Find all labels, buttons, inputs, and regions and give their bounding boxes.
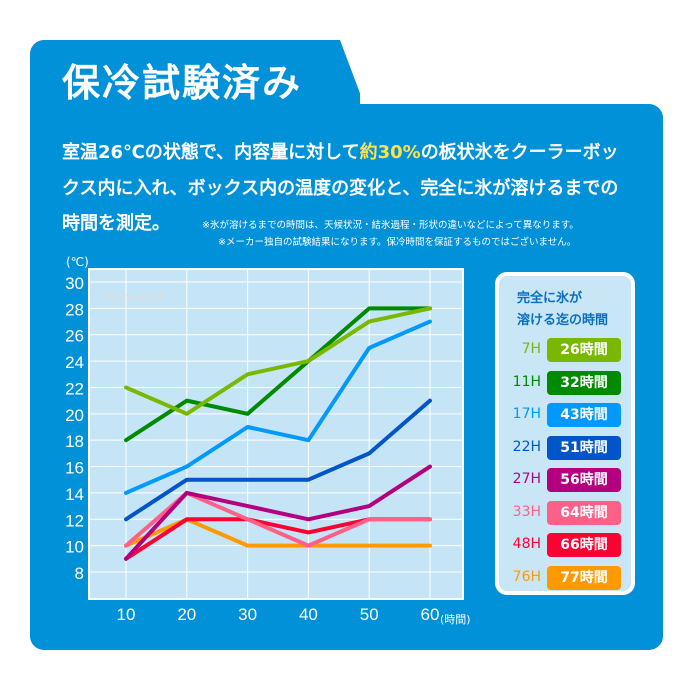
legend-series-name: 48H (512, 536, 541, 552)
note-2: ※メーカー独自の試験結果になります。保冷時間を保証するものではございません。 (218, 237, 577, 248)
y-tick-label: 8 (75, 564, 84, 583)
y-tick-label: 20 (65, 406, 84, 425)
legend-item: 33H 64時間 (499, 500, 631, 525)
legend-duration-badge: 66時間 (547, 533, 621, 557)
legend-series-name: 27H (512, 471, 541, 487)
x-tick-label: 50 (360, 605, 379, 624)
legend-series-name: 11H (512, 373, 541, 390)
y-tick-label: 24 (65, 353, 84, 372)
legend-duration-badge: 26時間 (547, 338, 621, 362)
legend-item: 48H 66時間 (499, 533, 631, 557)
desc-text: の板状氷をクーラーボッ (420, 142, 619, 163)
legend-heading-2: 溶ける迄の時間 (517, 313, 609, 328)
note-1: ※氷が溶けるまでの時間は、天候状況・結氷過程・形状の違いなどによって異なります。 (202, 220, 579, 231)
y-tick-label: 22 (65, 379, 84, 398)
x-tick-label: 40 (299, 605, 318, 624)
x-tick-label: 60 (421, 605, 440, 624)
legend-duration-badge: 64時間 (547, 500, 621, 525)
legend-duration-badge: 56時間 (547, 468, 621, 492)
legend-series-name: 76H (512, 568, 541, 585)
y-tick-label: 26 (65, 327, 84, 346)
series-line-17H (124, 319, 432, 495)
y-tick-label: 30 (65, 274, 84, 293)
description-line-2: クス内に入れ、ボックス内の温度の変化と、完全に氷が溶けるまでの (62, 178, 619, 199)
series-line-11H (124, 306, 432, 443)
legend-item: 17H 43時間 (499, 403, 631, 427)
legend-item: 22H 51時間 (499, 435, 631, 460)
description-line-1: 室温26℃の状態で、内容量に対して約30%の板状氷をクーラーボッ (62, 138, 619, 164)
x-tick-label: 10 (117, 605, 136, 624)
series-line-7H (124, 306, 432, 416)
y-tick-label: 16 (65, 459, 84, 478)
y-tick-label: 18 (65, 432, 84, 451)
y-tick-label: 12 (65, 511, 84, 530)
x-tick-label: 30 (238, 605, 257, 624)
y-tick-label: 14 (65, 485, 84, 504)
legend-series-name: 22H (512, 438, 541, 455)
legend-item: 11H 32時間 (499, 370, 631, 395)
legend-duration-badge: 51時間 (547, 435, 621, 460)
legend-heading: 完全に氷が溶ける迄の時間 (517, 288, 608, 332)
page-title: 保冷試験済み (62, 61, 303, 105)
legend-item: 76H 77時間 (499, 565, 631, 590)
description-line-3: 時間を測定。 (62, 213, 170, 234)
legend-item: 7H 26時間 (499, 338, 631, 362)
y-tick-label: 10 (65, 538, 84, 557)
y-tick-label: 28 (65, 300, 84, 319)
series-line-22H (124, 398, 432, 522)
x-tick-label: 20 (177, 605, 196, 624)
legend-duration-badge: 32時間 (547, 370, 621, 395)
series-line-27H (124, 464, 432, 561)
legend-series-name: 7H (521, 341, 541, 357)
y-axis-label: (℃) (66, 255, 89, 269)
legend-series-name: 17H (512, 406, 541, 422)
x-axis-label: (時間) (440, 613, 471, 626)
desc-highlight: 約30% (359, 142, 421, 163)
watermark: ©Livewell (106, 289, 162, 304)
legend-series-name: 33H (512, 503, 541, 520)
legend-item: 27H 56時間 (499, 468, 631, 492)
legend-heading-1: 完全に氷が (517, 291, 583, 306)
legend-duration-badge: 43時間 (547, 403, 621, 427)
legend: 完全に氷が溶ける迄の時間 7H 26時間 11H 32時間 17H 43時間 22H 51時間… (495, 272, 635, 595)
legend-duration-badge: 77時間 (547, 565, 621, 590)
desc-text: 室温26℃の状態で、内容量に対して (62, 142, 360, 163)
